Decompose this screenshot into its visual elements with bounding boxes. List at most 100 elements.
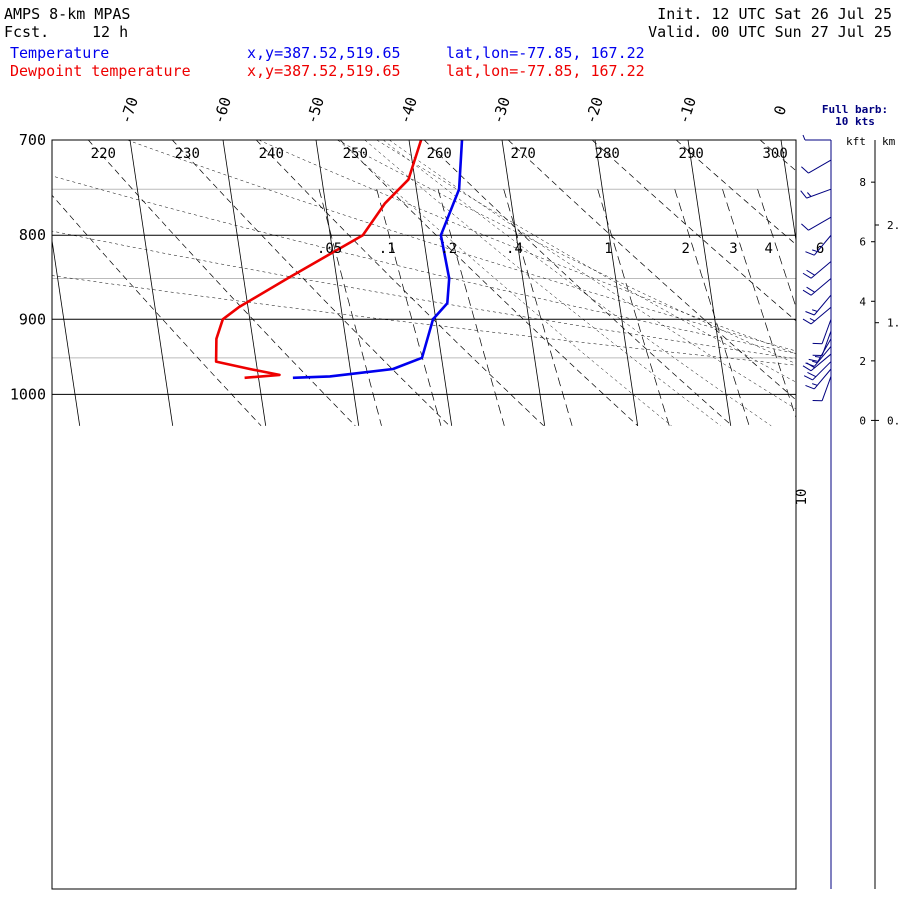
temperature-tick-label: 0 (770, 103, 790, 117)
wind-barb (801, 216, 832, 231)
mixing-ratio-label: .4 (506, 241, 523, 257)
dry-adiabat (507, 140, 796, 401)
wind-barb-flag (806, 286, 815, 293)
wind-barb (805, 346, 832, 367)
moist-adiabat (389, 140, 796, 410)
wind-barb-staff (821, 319, 832, 344)
wind-barb-staff (810, 278, 832, 296)
moist-adiabat (258, 140, 796, 354)
wind-barb-staff (813, 294, 832, 316)
dry-adiabat-label: 230 (175, 146, 200, 162)
plot-frame (51, 139, 797, 890)
wind-barb-flag (807, 371, 817, 378)
moist-adiabat (52, 175, 796, 354)
moist-adiabat (336, 140, 796, 364)
km-tick-label: 2. (887, 219, 900, 232)
kft-tick-label: 4 (859, 295, 866, 308)
wind-barb (800, 188, 832, 199)
wind-barb-flag (808, 358, 819, 362)
wind-barb (805, 234, 832, 256)
isotherm (222, 140, 267, 426)
dry-adiabat (172, 140, 450, 427)
init-time: Init. 12 UTC Sat 26 Jul 25 (657, 5, 892, 23)
wind-barb-staff (806, 188, 832, 199)
wind-barb (801, 159, 832, 174)
mixing-ratio-line (376, 189, 442, 426)
kft-tick-label: 2 (859, 355, 866, 368)
mixing-ratio-label: 1 (604, 241, 612, 257)
kft-tick-label: 6 (859, 236, 866, 249)
dry-adiabat (256, 140, 544, 427)
km-tick-label: 0. (887, 414, 900, 427)
temperature-tick-label: -30 (489, 95, 514, 126)
dry-adiabat-label: 220 (91, 146, 116, 162)
legend-temperature-xy: x,y=387.52,519.65 (247, 44, 401, 62)
dry-adiabat (844, 140, 900, 426)
wind-barb-flag (802, 289, 812, 296)
fcst-label: Fcst. (4, 23, 50, 41)
temperature-tick-label: -70 (117, 95, 142, 126)
kft-axis-label: kft (846, 135, 866, 148)
dry-adiabat-label: 260 (427, 146, 452, 162)
dry-adiabat (88, 140, 356, 427)
pressure-tick-label: 1000 (10, 385, 46, 403)
wind-barb (803, 361, 832, 381)
dry-adiabat (759, 140, 796, 172)
legend-temperature-name: Temperature (10, 44, 110, 62)
mixing-ratio-line (757, 189, 796, 309)
mixing-ratio-label: .1 (379, 241, 396, 257)
moist-adiabat (127, 140, 796, 352)
wind-barb (802, 134, 831, 141)
pressure-tick-label: 700 (19, 131, 46, 149)
temperature-tick-label: -40 (396, 95, 421, 126)
legend-dewpoint-name: Dewpoint temperature (10, 62, 191, 80)
wind-barb-half-flag (814, 356, 821, 358)
wind-barb-half-flag (812, 309, 818, 312)
temperature-tick-label: -10 (675, 95, 700, 126)
wind-barb-staff (808, 159, 832, 174)
wind-barb-staff (808, 216, 832, 231)
mixing-ratio-line (437, 189, 505, 426)
temperature-tick-label: -60 (210, 95, 235, 126)
isotherm (501, 140, 546, 426)
chart-title: AMPS 8-km MPAS (4, 5, 131, 23)
dry-adiabat (675, 140, 796, 245)
wind-barb (802, 278, 832, 296)
barb-panel-title-line1: Full barb: (822, 103, 888, 116)
wind-barb-flag (801, 166, 809, 174)
wind-barb-flag (805, 311, 815, 316)
wind-barb-flag (800, 190, 807, 199)
barb-panel-title-line2: 10 kts (835, 115, 875, 128)
wind-barb-flag (805, 251, 815, 256)
dry-adiabat-label: 290 (679, 146, 704, 162)
wind-barb-half-flag (807, 192, 812, 197)
temperature-profile (292, 140, 464, 380)
wind-barb (802, 306, 832, 325)
kft-tick-label: 8 (859, 176, 866, 189)
isotherm (52, 237, 81, 426)
isotherm (408, 140, 453, 426)
dry-adiabat (339, 140, 639, 427)
moist-adiabat (376, 140, 796, 383)
wind-barb-flag (805, 384, 815, 390)
pressure-tick-label: 900 (19, 310, 46, 328)
wind-barb-flag (802, 272, 812, 279)
wind-barb (808, 338, 832, 362)
wind-barb-staff (810, 306, 832, 325)
wind-barb (802, 353, 832, 372)
mixing-ratio-line (503, 189, 573, 426)
wind-barb-flag (802, 365, 812, 372)
dry-adiabat-label: 280 (595, 146, 620, 162)
mixing-ratio-label: .05 (317, 241, 342, 257)
moist-adiabat (52, 230, 796, 360)
wind-barb (805, 368, 832, 390)
dry-adiabat-label: 240 (259, 146, 284, 162)
valid-time: Valid. 00 UTC Sun 27 Jul 25 (648, 23, 892, 41)
mixing-ratio-line (597, 189, 670, 426)
wind-barb-flag (801, 223, 809, 231)
mixing-ratio-label: 2 (681, 241, 689, 257)
fcst-value: 12 h (92, 23, 129, 41)
isotherm (687, 140, 732, 426)
wind-barb-flag (803, 375, 813, 381)
